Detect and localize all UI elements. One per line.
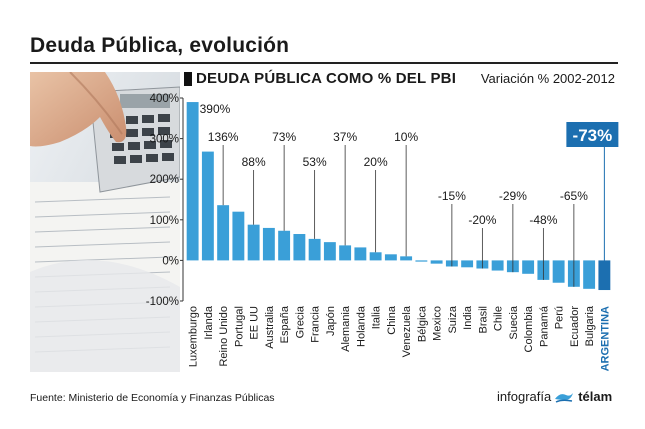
- category-label: Grecia: [294, 305, 306, 338]
- y-tick-label: 100%: [150, 215, 179, 227]
- category-label: Ecuador: [569, 306, 581, 347]
- bar-francia: [308, 238, 321, 261]
- category-label: Suecia: [508, 305, 520, 340]
- category-label: España: [279, 305, 291, 343]
- annotation-label: 390%: [200, 102, 231, 116]
- category-label: Francia: [310, 305, 322, 343]
- category-label: Colombia: [523, 305, 535, 352]
- y-tick-label: 200%: [150, 174, 179, 186]
- title-divider: [30, 62, 618, 64]
- bar-grecia: [293, 234, 306, 261]
- bar-per-: [552, 260, 565, 283]
- category-label: India: [462, 305, 474, 330]
- category-label: Australia: [264, 305, 276, 349]
- annotation-label: 20%: [364, 155, 388, 169]
- annotation-label: 53%: [303, 155, 327, 169]
- bar-chile: [491, 260, 504, 271]
- annotation-label: 10%: [394, 130, 418, 144]
- annotation-label: -65%: [560, 189, 588, 203]
- category-label: Portugal: [233, 306, 245, 347]
- category-label: Brasil: [477, 306, 489, 334]
- paper-sheets-icon: [30, 182, 180, 372]
- source-note: Fuente: Ministerio de Economía y Finanza…: [30, 392, 275, 404]
- category-label: Bélgica: [416, 305, 428, 342]
- annotation-label: 136%: [208, 130, 239, 144]
- y-tick-label: -100%: [146, 296, 179, 308]
- category-label: Holanda: [355, 305, 367, 347]
- category-label: Italia: [371, 305, 383, 329]
- title-bullet-icon: [184, 71, 192, 86]
- annotation-label: -48%: [529, 213, 557, 227]
- annotation-label: -20%: [468, 213, 496, 227]
- bar-australia: [262, 227, 275, 261]
- bar-jap-n: [323, 242, 336, 261]
- y-tick-label: 400%: [150, 93, 179, 105]
- category-label: Suiza: [447, 305, 459, 333]
- highlight-value-box: [566, 122, 619, 147]
- calculator-photo: [30, 72, 180, 372]
- bar-mexico: [430, 260, 443, 264]
- category-label: ARGENTINA: [599, 306, 611, 371]
- bar-bulgaria: [583, 260, 596, 289]
- annotation-label: 88%: [242, 155, 266, 169]
- category-label: Panamá: [538, 305, 550, 347]
- bar-b-lgica: [415, 260, 428, 262]
- bar-india: [461, 260, 474, 268]
- annotation-label: -15%: [438, 189, 466, 203]
- annotation-label: 73%: [272, 130, 296, 144]
- credit-prefix: infografía: [497, 389, 552, 404]
- page-title: Deuda Pública, evolución: [30, 34, 290, 57]
- bar-venezuela: [400, 256, 413, 261]
- category-label: Venezuela: [401, 305, 413, 357]
- y-tick-label: 300%: [150, 134, 179, 146]
- category-label: Perú: [554, 306, 566, 329]
- y-tick-label: 0%: [162, 255, 179, 267]
- category-label: Chile: [493, 306, 505, 331]
- bar-ee-uu: [247, 224, 260, 261]
- bar-reino-unido: [217, 205, 230, 261]
- highlight-value-label: -73%: [573, 126, 613, 145]
- chart-title: DEUDA PÚBLICA COMO % DEL PBI: [196, 70, 457, 87]
- credit: infografía télam: [497, 389, 612, 404]
- telam-logo-icon: [555, 392, 574, 403]
- category-label: Luxemburgo: [188, 306, 200, 367]
- bar-alemania: [339, 245, 352, 261]
- bar-irlanda: [201, 151, 214, 261]
- hand-icon: [30, 72, 127, 147]
- category-label: Mexico: [432, 306, 444, 341]
- annotation-label: 37%: [333, 130, 357, 144]
- credit-agency: télam: [578, 389, 613, 404]
- category-label: Japón: [325, 306, 337, 336]
- category-label: Bulgaria: [584, 305, 596, 346]
- category-label: EE UU: [249, 306, 261, 340]
- bar-china: [384, 254, 397, 261]
- category-label: Reino Unido: [218, 306, 230, 367]
- bar-luxemburgo: [186, 102, 199, 261]
- bar-holanda: [354, 247, 367, 261]
- annotation-label: -29%: [499, 189, 527, 203]
- bar-espa-a: [278, 230, 291, 261]
- chart-title-group: DEUDA PÚBLICA COMO % DEL PBI: [184, 70, 456, 87]
- category-label: Alemania: [340, 305, 352, 352]
- category-label: China: [386, 305, 398, 335]
- bar-colombia: [522, 260, 535, 274]
- bar-portugal: [232, 211, 245, 261]
- bar-italia: [369, 252, 382, 261]
- chart-subtitle: Variación % 2002-2012: [480, 71, 615, 86]
- category-label: Irlanda: [203, 305, 215, 340]
